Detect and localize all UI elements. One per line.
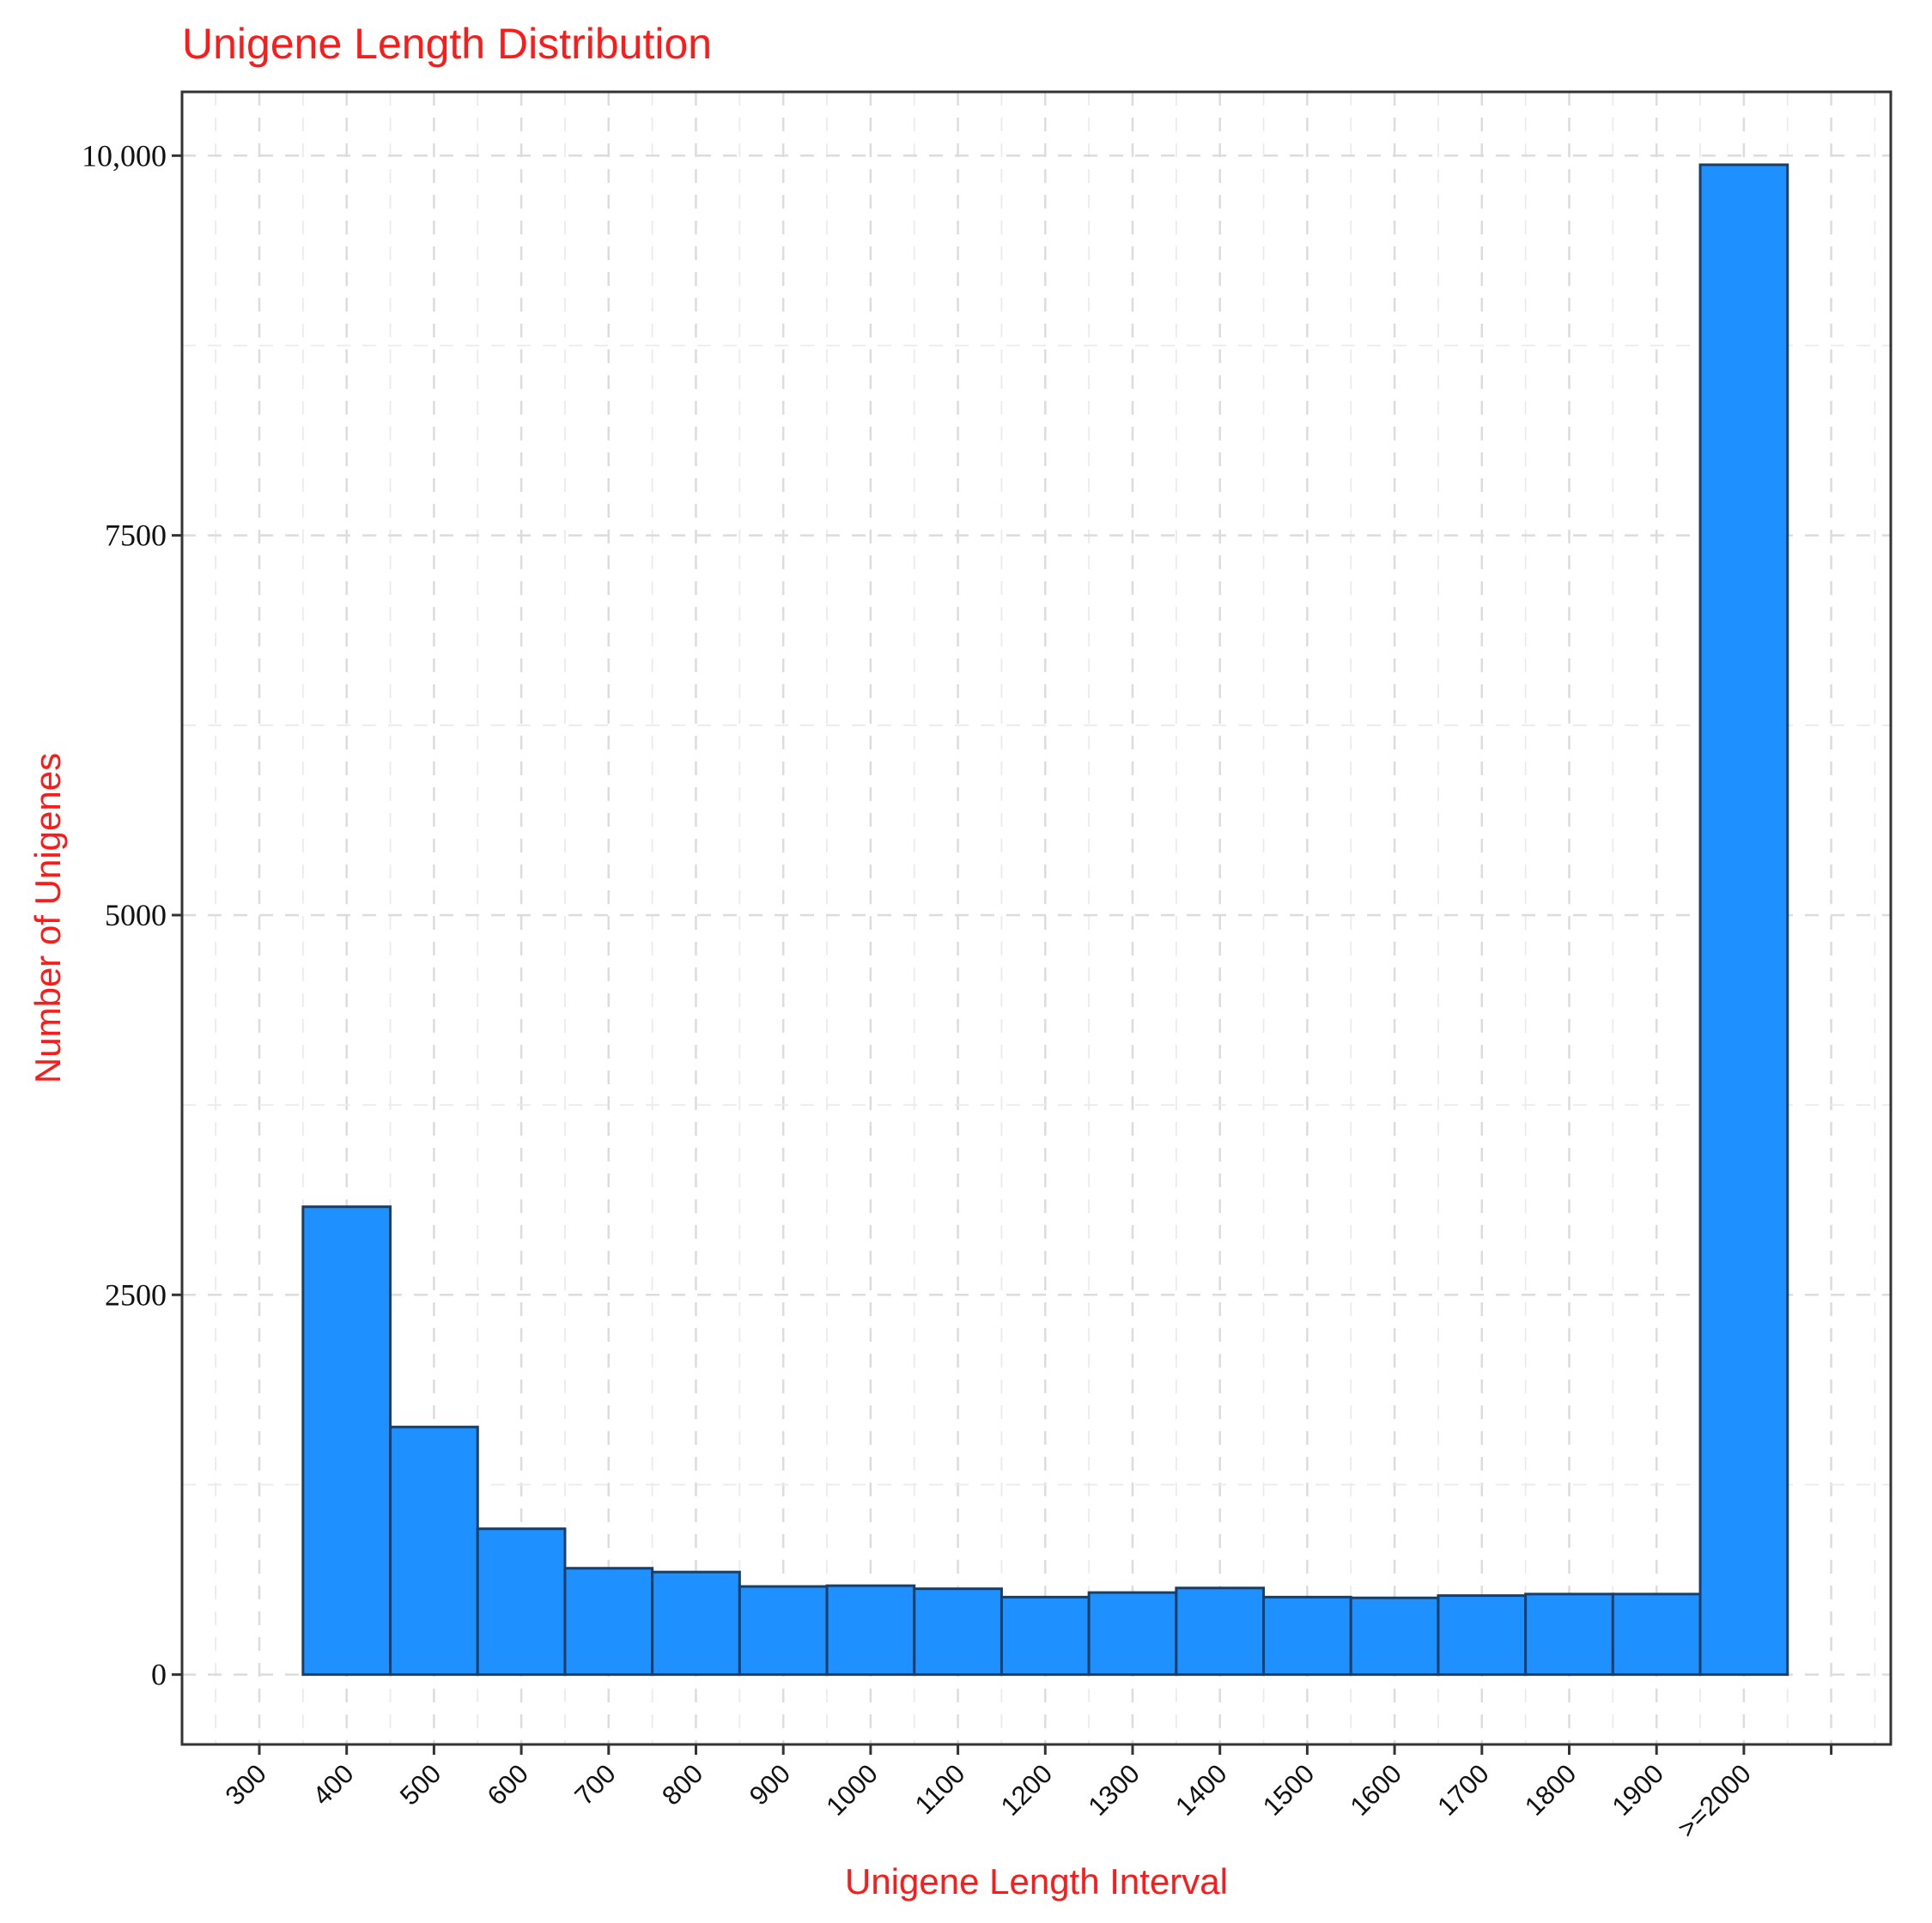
x-tick-label: 800 [656, 1758, 708, 1811]
bar-1900 [1611, 1592, 1702, 1677]
x-tick-label: 700 [568, 1758, 621, 1811]
bar-1100 [913, 1587, 1003, 1677]
bar-500 [389, 1425, 479, 1677]
x-tick-label: 1500 [1257, 1758, 1321, 1822]
chart-title: Unigene Length Distribution [182, 20, 713, 68]
bar-1400 [1175, 1586, 1266, 1677]
x-axis-label: Unigene Length Interval [845, 1861, 1228, 1902]
bar-1200 [999, 1595, 1091, 1677]
y-tick-label: 7500 [105, 519, 167, 553]
y-tick-label: 2500 [105, 1277, 167, 1312]
bar-900 [738, 1585, 829, 1677]
x-tick-label: 1400 [1170, 1758, 1233, 1822]
x-tick-label: 600 [482, 1758, 534, 1811]
x-tick-label: 1900 [1607, 1758, 1670, 1822]
bar-2000 [1698, 163, 1789, 1677]
bar-1000 [825, 1584, 916, 1677]
x-tick-label: 1600 [1345, 1758, 1408, 1822]
bar-700 [563, 1567, 654, 1677]
bar-1500 [1262, 1595, 1352, 1677]
x-tick-label: 1300 [1082, 1758, 1145, 1822]
bar-400 [301, 1205, 392, 1677]
x-tick-label: >=2000 [1672, 1758, 1757, 1843]
x-tick-label: 1200 [995, 1758, 1059, 1822]
x-tick-label: 1700 [1431, 1758, 1495, 1822]
x-tick-label: 1800 [1519, 1758, 1583, 1822]
y-axis-label: Number of Unigenes [27, 753, 68, 1083]
x-tick-label: 300 [220, 1758, 272, 1811]
plot-border [180, 90, 1893, 1746]
x-tick-label: 900 [744, 1758, 796, 1811]
bar-1600 [1349, 1596, 1440, 1677]
bar-1700 [1437, 1594, 1528, 1677]
y-tick-label: 5000 [105, 898, 167, 932]
bar-800 [651, 1570, 741, 1677]
y-tick-label: 0 [151, 1658, 167, 1692]
bar-600 [476, 1527, 567, 1677]
x-tick-label: 400 [307, 1758, 359, 1811]
bar-1800 [1524, 1592, 1614, 1677]
y-tick-label: 10,000 [82, 138, 167, 173]
x-tick-label: 1100 [909, 1758, 971, 1820]
bar-1300 [1087, 1591, 1178, 1677]
x-tick-label: 500 [394, 1758, 447, 1811]
x-tick-label: 1000 [820, 1758, 884, 1822]
